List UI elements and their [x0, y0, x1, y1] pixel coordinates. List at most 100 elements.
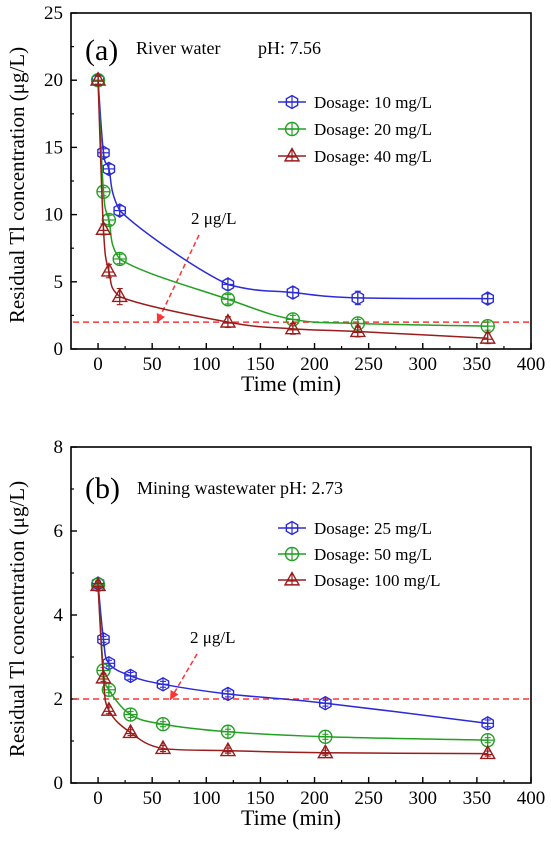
data-point: [124, 668, 137, 684]
y-tick-label: 25: [44, 3, 63, 24]
legend-marker: [284, 121, 300, 137]
data-point: [122, 723, 139, 739]
x-tick-label: 300: [409, 788, 438, 809]
data-point: [95, 220, 112, 235]
x-tick-label: 200: [300, 354, 329, 375]
y-tick-label: 0: [54, 339, 64, 360]
y-axis-title: Residual Tl concentration (μg/L): [5, 481, 29, 757]
series-2: [90, 577, 495, 748]
legend-item: Dosage: 50 mg/L: [278, 545, 432, 564]
y-axis-title: Residual Tl concentration (μg/L): [5, 47, 29, 323]
x-tick-label: 250: [354, 354, 383, 375]
y-tick-label: 2: [54, 689, 64, 710]
y-tick-label: 0: [54, 773, 64, 794]
legend-item: Dosage: 25 mg/L: [278, 519, 432, 538]
threshold-arrow: [156, 234, 200, 324]
data-point: [89, 576, 107, 592]
data-point: [156, 676, 170, 692]
x-axis-title: Time (min): [241, 805, 341, 830]
x-axis-title: Time (min): [241, 371, 341, 396]
legend: Dosage: 10 mg/L Dosage: 20 mg/L Dosage: 40…: [278, 93, 432, 166]
data-point: [219, 313, 237, 328]
x-tick-label: 150: [246, 788, 275, 809]
panel-title: Mining wastewater: [137, 478, 275, 498]
data-point: [317, 743, 334, 759]
data-point: [220, 724, 236, 739]
series-line: [97, 80, 488, 300]
data-point: [479, 744, 496, 760]
data-point: [112, 251, 127, 267]
y-tick-label: 4: [54, 605, 64, 626]
x-tick-label: 350: [463, 354, 492, 375]
x-axis: 0 50 100 150 200 250 300 350 400: [93, 343, 545, 375]
data-point: [100, 262, 118, 277]
threshold-arrow-head: [156, 312, 165, 323]
legend-label: Dosage: 40 mg/L: [314, 147, 432, 166]
x-tick-label: 150: [246, 354, 275, 375]
y-tick-label: 8: [54, 437, 64, 458]
y-tick-label: 20: [44, 70, 63, 91]
data-point: [89, 71, 107, 86]
x-tick-label: 50: [143, 354, 162, 375]
data-point: [351, 290, 365, 306]
y-tick-label: 15: [44, 137, 63, 158]
legend-item: Dosage: 100 mg/L: [278, 571, 441, 590]
panel-label: (b): [85, 472, 120, 505]
data-point: [111, 287, 128, 303]
x-tick-label: 100: [192, 354, 221, 375]
x-tick-label: 50: [143, 788, 162, 809]
panel-label: (a): [85, 34, 118, 67]
data-point: [100, 701, 118, 716]
series-3: [89, 576, 496, 760]
data-point: [113, 203, 127, 218]
panel-subtitle: pH: 7.56: [258, 38, 321, 58]
legend-label: Dosage: 10 mg/L: [314, 93, 432, 112]
data-point: [481, 716, 495, 731]
legend-label: Dosage: 20 mg/L: [314, 120, 432, 139]
legend-marker: [284, 546, 300, 562]
x-tick-label: 300: [409, 354, 438, 375]
legend-marker: [285, 94, 299, 110]
data-point: [102, 161, 116, 177]
panel-subtitle: pH: 2.73: [280, 478, 343, 498]
data-point: [284, 319, 302, 335]
series-3: [89, 71, 496, 345]
panel-title: River water: [136, 38, 220, 58]
data-point: [221, 277, 235, 292]
x-tick-label: 0: [93, 788, 103, 809]
data-point: [155, 717, 171, 732]
threshold-label: 2 μg/L: [191, 209, 236, 228]
x-axis: 0 50 100 150 200 250 300 350 400: [93, 777, 545, 809]
y-axis: 0 5 10 15 20 25: [44, 3, 77, 360]
data-point: [97, 632, 110, 647]
x-tick-label: 400: [517, 788, 546, 809]
x-tick-label: 100: [192, 788, 221, 809]
x-tick-label: 350: [463, 788, 492, 809]
data-point: [221, 686, 235, 702]
chart-panel-b: 0 50 100 150 200 250 300 350 400 0 2 4 6 8 Time (min) R…: [5, 437, 545, 830]
data-point: [219, 741, 237, 757]
data-point: [479, 329, 496, 344]
x-tick-label: 0: [93, 354, 103, 375]
legend-item: Dosage: 40 mg/L: [278, 147, 432, 166]
series-line: [97, 584, 488, 741]
data-point: [96, 184, 111, 199]
data-point: [123, 707, 138, 722]
y-tick-label: 10: [44, 205, 63, 226]
chart-panel-a: 0 50 100 150 200 250 300 350 400 0 5 10 15 20 25 Time (…: [5, 3, 545, 396]
legend-marker: [285, 520, 299, 536]
data-point: [318, 729, 333, 744]
y-tick-label: 5: [54, 272, 64, 293]
data-point: [220, 292, 236, 307]
data-point: [349, 322, 367, 338]
legend-item: Dosage: 20 mg/L: [278, 120, 432, 139]
x-tick-label: 250: [354, 788, 383, 809]
series-line: [97, 585, 488, 755]
data-point: [481, 291, 495, 306]
legend-label: Dosage: 50 mg/L: [314, 545, 432, 564]
legend-marker: [283, 571, 301, 586]
data-point: [154, 739, 172, 755]
y-axis: 0 2 4 6 8: [54, 437, 77, 794]
data-point: [95, 669, 112, 684]
